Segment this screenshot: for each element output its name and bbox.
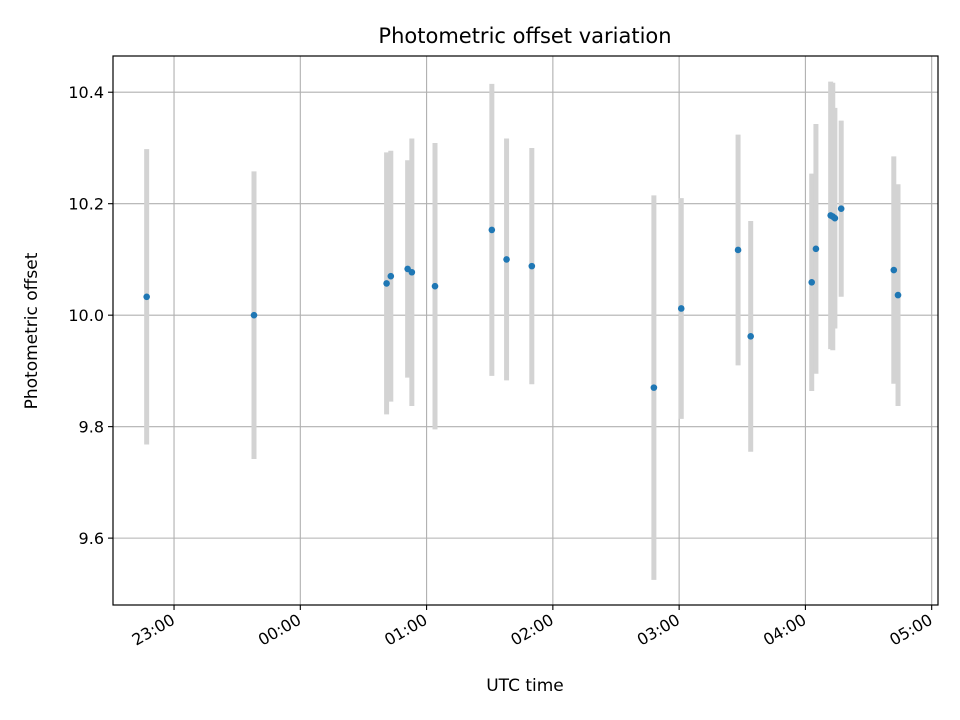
data-point [528,262,536,270]
data-point [408,268,416,276]
grid [113,56,938,605]
data-point [734,246,742,254]
y-tick-label: 10.0 [68,306,104,325]
data-point [677,305,685,312]
data-point [831,214,839,222]
data-point [890,266,898,274]
y-axis-title: Photometric offset [22,252,42,409]
data-point [250,311,258,319]
plot-frame [112,55,939,606]
data-point [837,205,845,213]
y-tick-label: 10.2 [68,195,104,214]
chart-title: Photometric offset variation [378,24,671,48]
y-tick-label: 9.8 [79,418,104,437]
data-point [747,333,754,340]
data-points [143,205,902,391]
data-point [812,245,820,253]
data-point [808,278,816,286]
data-point [143,293,150,301]
data-point [383,280,390,287]
data-point [650,384,658,391]
data-point [894,291,902,299]
data-point [503,256,510,263]
data-point [387,272,395,280]
x-axis-title: UTC time [486,676,564,696]
data-point [431,282,439,290]
y-tick-label: 10.4 [68,83,104,102]
data-point [488,226,496,234]
y-axis-ticks: 9.6 9.8 10.0 10.2 10.4 [68,83,113,548]
y-tick-label: 9.6 [79,529,104,548]
